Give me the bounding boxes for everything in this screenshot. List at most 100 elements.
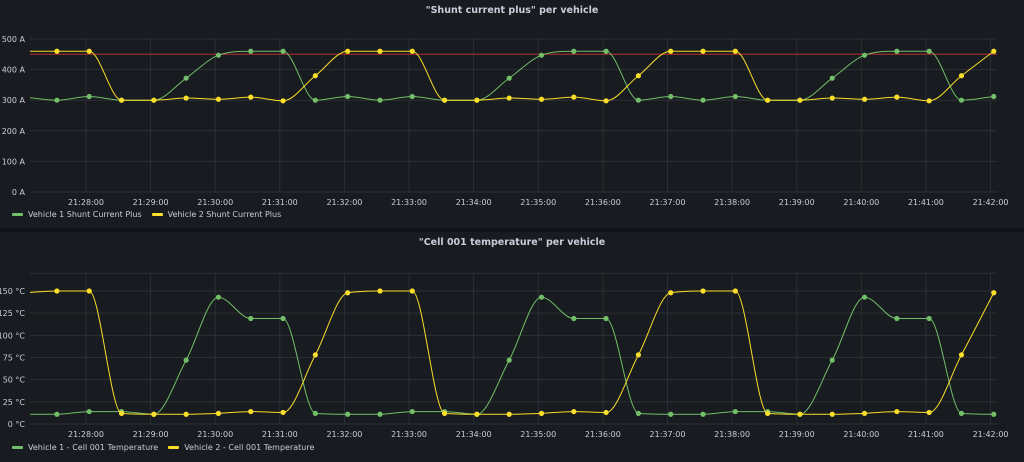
data-point-vehicle-2[interactable] [86,48,92,54]
data-point-vehicle-1[interactable] [700,97,706,103]
data-point-vehicle-1[interactable] [926,315,932,322]
data-point-vehicle-2[interactable] [151,97,157,103]
data-point-vehicle-2[interactable] [86,288,92,294]
data-point-vehicle-1[interactable] [86,93,92,100]
data-point-vehicle-1[interactable] [377,97,383,103]
data-point-vehicle-2[interactable] [377,288,383,294]
data-point-vehicle-1[interactable] [183,357,189,363]
data-point-vehicle-2[interactable] [248,94,254,100]
data-point-vehicle-1[interactable] [894,48,900,54]
data-point-vehicle-2[interactable] [668,290,674,296]
data-point-vehicle-2[interactable] [54,48,60,54]
data-point-vehicle-1[interactable] [248,315,254,322]
data-point-vehicle-2[interactable] [312,73,318,79]
data-point-vehicle-2[interactable] [571,408,577,415]
data-point-vehicle-2[interactable] [991,48,997,54]
data-point-vehicle-1[interactable] [958,410,965,416]
data-point-vehicle-1[interactable] [215,294,222,300]
data-point-vehicle-1[interactable] [668,411,674,417]
data-point-vehicle-2[interactable] [700,48,706,54]
data-point-vehicle-1[interactable] [958,97,965,103]
data-point-vehicle-2[interactable] [926,98,932,104]
data-point-vehicle-1[interactable] [635,410,642,416]
data-point-vehicle-2[interactable] [248,408,254,415]
data-point-vehicle-2[interactable] [506,411,512,417]
data-point-vehicle-2[interactable] [765,97,771,103]
data-point-vehicle-2[interactable] [926,409,932,416]
data-point-vehicle-2[interactable] [571,94,577,100]
data-point-vehicle-1[interactable] [829,357,835,363]
data-point-vehicle-2[interactable] [151,411,157,417]
data-point-vehicle-1[interactable] [215,52,222,58]
shunt-current-chart[interactable]: 0 A 100 A 200 A 300 A 400 A 500 A 21:28:00 21:2… [0,0,1024,228]
data-point-vehicle-1[interactable] [894,315,900,322]
data-point-vehicle-2[interactable] [635,352,642,358]
data-point-vehicle-1[interactable] [603,315,609,322]
legend-item-vehicle-2[interactable]: Vehicle 2 Shunt Current Plus [151,210,281,219]
data-point-vehicle-1[interactable] [700,411,706,417]
legend-item-vehicle-1[interactable]: Vehicle 1 Shunt Current Plus [12,210,142,219]
data-point-vehicle-1[interactable] [409,93,415,100]
data-point-vehicle-1[interactable] [248,48,254,54]
data-point-vehicle-1[interactable] [377,411,383,417]
panel-title[interactable]: "Cell 001 temperature" per vehicle [418,237,606,248]
data-point-vehicle-1[interactable] [603,48,609,54]
data-point-vehicle-2[interactable] [603,409,609,416]
data-point-vehicle-2[interactable] [700,288,706,294]
data-point-vehicle-1[interactable] [345,93,351,100]
data-point-vehicle-1[interactable] [991,411,997,417]
data-point-vehicle-1[interactable] [571,48,577,54]
data-point-vehicle-2[interactable] [118,97,125,103]
data-point-vehicle-2[interactable] [183,411,189,417]
data-point-vehicle-2[interactable] [894,94,900,100]
data-point-vehicle-1[interactable] [538,294,545,300]
data-point-vehicle-2[interactable] [829,95,835,101]
data-point-vehicle-2[interactable] [441,410,448,416]
data-point-vehicle-2[interactable] [894,408,900,415]
data-point-vehicle-2[interactable] [797,411,803,417]
data-point-vehicle-2[interactable] [474,411,480,417]
data-point-vehicle-2[interactable] [797,97,803,103]
data-point-vehicle-1[interactable] [54,411,60,417]
data-point-vehicle-2[interactable] [54,288,60,294]
data-point-vehicle-2[interactable] [765,410,771,416]
data-point-vehicle-2[interactable] [635,73,642,79]
data-point-vehicle-1[interactable] [571,315,577,322]
data-point-vehicle-1[interactable] [506,357,512,363]
data-point-vehicle-2[interactable] [441,97,448,103]
data-point-vehicle-1[interactable] [829,75,835,81]
data-point-vehicle-2[interactable] [861,410,868,416]
data-point-vehicle-2[interactable] [732,288,738,294]
data-point-vehicle-1[interactable] [926,48,932,54]
data-point-vehicle-1[interactable] [183,75,189,81]
data-point-vehicle-2[interactable] [603,98,609,104]
data-point-vehicle-2[interactable] [958,352,965,358]
data-point-vehicle-1[interactable] [312,97,318,103]
data-point-vehicle-2[interactable] [538,96,545,102]
data-point-vehicle-1[interactable] [668,93,674,100]
data-point-vehicle-1[interactable] [538,52,545,58]
data-point-vehicle-1[interactable] [506,75,512,81]
data-point-vehicle-2[interactable] [280,98,286,104]
data-point-vehicle-2[interactable] [506,95,512,101]
data-point-vehicle-1[interactable] [861,294,868,300]
data-point-vehicle-2[interactable] [991,290,997,296]
data-point-vehicle-1[interactable] [635,97,642,103]
cell-temperature-chart[interactable]: 0 °C 25 °C 50 °C 75 °C 100 °C 125 °C 150 °C 21:… [0,232,1024,462]
data-point-vehicle-2[interactable] [861,96,868,102]
data-point-vehicle-2[interactable] [668,48,674,54]
data-point-vehicle-2[interactable] [732,48,738,54]
data-point-vehicle-2[interactable] [312,352,318,358]
data-point-vehicle-1[interactable] [991,93,997,100]
data-point-vehicle-1[interactable] [86,408,92,415]
data-point-vehicle-1[interactable] [861,52,868,58]
data-point-vehicle-2[interactable] [474,97,480,103]
panel-title[interactable]: "Shunt current plus" per vehicle [425,5,599,16]
data-point-vehicle-2[interactable] [345,48,351,54]
data-point-vehicle-2[interactable] [958,73,965,79]
data-point-vehicle-2[interactable] [118,410,125,416]
legend-item-vehicle-2[interactable]: Vehicle 2 - Cell 001 Temperature [168,443,314,452]
data-point-vehicle-2[interactable] [377,48,383,54]
data-point-vehicle-1[interactable] [312,410,318,416]
data-point-vehicle-2[interactable] [345,290,351,296]
